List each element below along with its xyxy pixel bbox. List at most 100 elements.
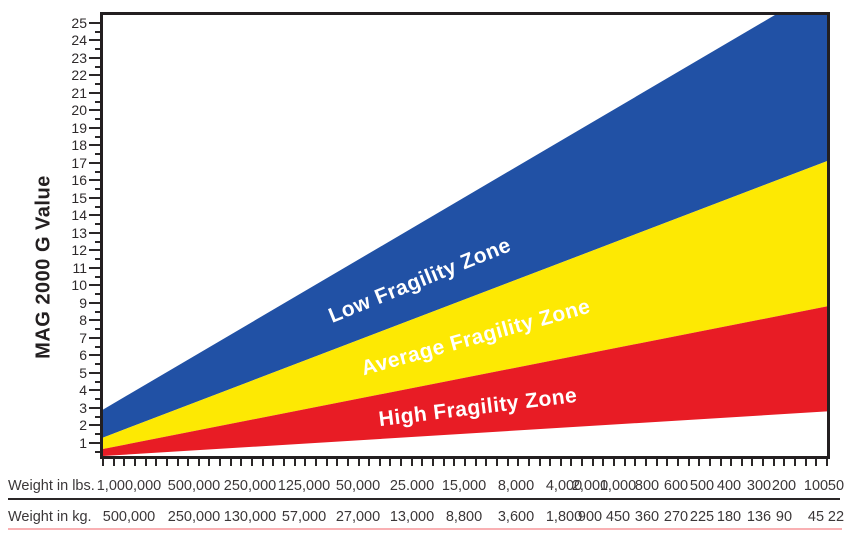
weight-kg-row-label: Weight in kg. [8,509,92,525]
kg-value: 13,000 [389,509,435,525]
x-tick [336,459,339,466]
y-tick-label: 19 [71,119,87,136]
kg-value: 900 [577,509,603,525]
lbs-value: 50,000 [335,478,381,494]
x-tick [176,459,179,466]
y-major-tick [89,196,102,199]
y-major-tick [89,249,102,252]
bottom-accent-line [8,528,842,530]
lbs-value: 600 [663,478,689,494]
y-tick-label: 1 [79,434,87,451]
lbs-value: 250,000 [223,478,277,494]
lbs-value: 2,000 [571,478,609,494]
x-tick [772,459,775,466]
x-tick [219,459,222,466]
x-tick [613,459,616,466]
kg-value: 500,000 [102,509,156,525]
y-minor-tick [95,345,102,348]
kg-value: 27,000 [335,509,381,525]
kg-value: 57,000 [281,509,327,525]
weight-lbs-row-label: Weight in lbs. [8,478,95,494]
y-minor-tick [95,293,102,296]
y-minor-tick [95,135,102,138]
x-tick [144,459,147,466]
y-major-tick [89,266,102,269]
y-major-tick [89,406,102,409]
x-tick [506,459,509,466]
y-major-tick [89,354,102,357]
y-minor-tick [95,258,102,261]
x-tick [794,459,797,466]
kg-value: 360 [634,509,660,525]
y-minor-tick [95,223,102,226]
y-minor-tick [95,100,102,103]
x-tick [453,459,456,466]
y-minor-tick [95,310,102,313]
x-tick [283,459,285,466]
y-major-tick [89,424,102,427]
y-tick-label: 7 [79,329,87,346]
x-tick [165,459,168,466]
y-major-tick [89,371,102,374]
y-major-tick [89,319,102,322]
y-tick-label: 8 [79,312,87,329]
x-tick [655,459,658,466]
lbs-value: 25.000 [389,478,435,494]
kg-value: 130,000 [223,509,277,525]
y-major-tick [89,284,102,287]
y-tick-label: 22 [71,67,87,84]
y-tick-label: 15 [71,189,87,206]
lbs-value: 125,000 [277,478,331,494]
x-tick [826,459,828,466]
y-minor-tick [95,275,102,278]
x-tick [804,459,807,466]
y-major-tick [89,144,102,147]
y-tick-label: 24 [71,32,87,49]
y-minor-tick [95,450,102,453]
x-tick [495,459,498,466]
x-tick [687,459,690,466]
y-minor-tick [95,415,102,418]
x-tick [485,459,488,466]
y-minor-tick [95,170,102,173]
y-major-tick [89,126,102,129]
y-major-tick [89,231,102,234]
lbs-value: 8,000 [497,478,535,494]
y-tick-label: 2 [79,417,87,434]
lbs-value: 500 [689,478,715,494]
y-tick-label: 18 [71,137,87,154]
y-tick-label: 23 [71,49,87,66]
lbs-value: 50 [827,478,845,494]
y-tick-label: 9 [79,294,87,311]
y-major-tick [89,91,102,94]
y-tick-label: 13 [71,224,87,241]
x-tick [112,459,115,466]
y-tick-label: 14 [71,207,87,224]
y-major-tick [89,21,102,24]
x-tick [740,459,743,466]
x-tick [357,459,360,466]
x-tick [676,459,679,466]
y-minor-tick [95,363,102,366]
y-tick-label: 21 [71,84,87,101]
lbs-value: 4,000 [545,478,583,494]
kg-value: 8,800 [445,509,483,525]
kg-value: 270 [663,509,689,525]
x-tick [581,459,584,466]
lbs-value: 800 [634,478,660,494]
x-tick [591,459,594,466]
zone-area-high [103,306,827,456]
y-tick-label: 20 [71,102,87,119]
y-minor-tick [95,48,102,51]
lbs-value: 400 [716,478,742,494]
x-tick [421,459,424,466]
x-tick [389,459,392,466]
y-major-tick [89,161,102,164]
y-minor-tick [95,153,102,156]
kg-value: 250,000 [167,509,221,525]
y-tick-label: 12 [71,242,87,259]
x-tick [133,459,136,466]
x-tick [815,459,818,466]
kg-value: 136 [746,509,772,525]
